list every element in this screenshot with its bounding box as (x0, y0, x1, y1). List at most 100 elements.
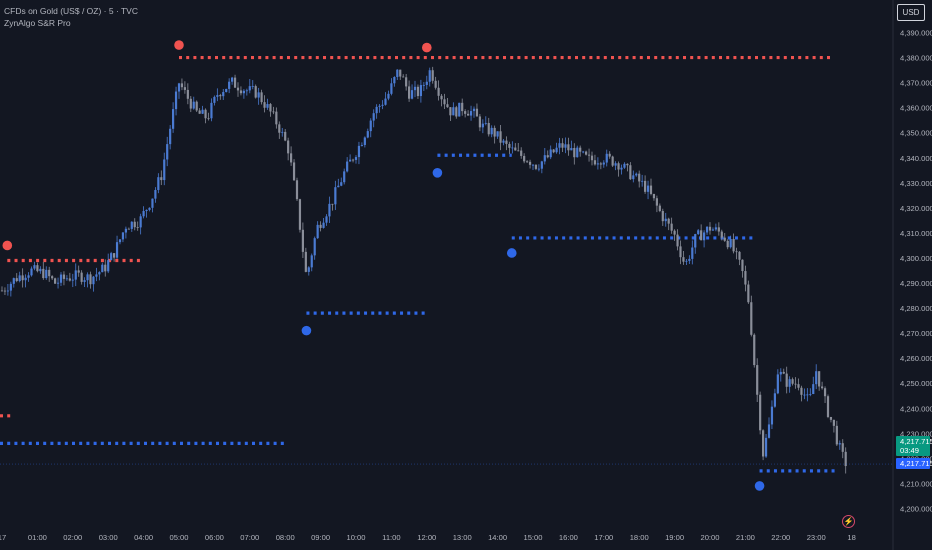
candle-body (467, 113, 470, 116)
candle-body (826, 396, 830, 417)
time-tick-label: 23:00 (807, 533, 826, 542)
candle-body (410, 90, 414, 99)
candle-body (325, 216, 328, 223)
candle-body (502, 140, 505, 143)
candle-body (493, 127, 496, 137)
candle-body (18, 275, 21, 282)
candle-body (478, 116, 481, 128)
candle-body (30, 268, 33, 276)
candle-body (231, 77, 234, 82)
candle-body (263, 102, 266, 108)
price-tick-label: 4,300.000 (900, 254, 932, 263)
candle-body (169, 128, 172, 145)
candle-body (750, 302, 753, 335)
candle-body (413, 86, 417, 91)
candle-body (198, 110, 201, 114)
candle-body (434, 80, 437, 88)
price-tick-label: 4,240.000 (900, 404, 932, 413)
chart-legend: CFDs on Gold (US$ / OZ) · 5 · TVC ZynAlg… (4, 5, 138, 29)
time-tick-label: 06:00 (205, 533, 224, 542)
candle-body (490, 127, 493, 135)
candle-body (204, 109, 207, 119)
candle-body (89, 274, 92, 285)
candle-body (841, 443, 844, 452)
candle-body (649, 185, 653, 194)
lightning-icon[interactable]: ⚡ (842, 515, 855, 528)
candle-body (27, 275, 30, 278)
currency-button[interactable]: USD (897, 4, 925, 21)
candle-body (832, 419, 835, 426)
price-tick-label: 4,330.000 (900, 179, 932, 188)
indicator-price-label: 4,217.715 (900, 459, 932, 468)
candle-body (154, 189, 157, 199)
candle-body (340, 182, 343, 186)
candle-body (113, 253, 116, 258)
candle-body (729, 238, 732, 248)
candle-body (573, 148, 576, 158)
support-marker-dot (432, 168, 443, 178)
candle-body (514, 147, 517, 151)
price-tick-label: 4,290.000 (900, 279, 932, 288)
price-tick-label: 4,370.000 (900, 79, 932, 88)
time-tick-label: 10:00 (346, 533, 365, 542)
candle-body (590, 155, 594, 161)
candle-body (443, 99, 446, 105)
candle-body (705, 226, 709, 233)
candle-body (195, 101, 198, 111)
candle-body (726, 240, 729, 248)
candle-body (635, 173, 638, 176)
candle-body (673, 230, 676, 235)
candle-body (210, 102, 213, 119)
time-tick-label: 20:00 (700, 533, 719, 542)
candle-body (313, 238, 316, 256)
indicator-title[interactable]: ZynAlgo S&R Pro (4, 18, 71, 28)
time-tick-label: 13:00 (453, 533, 472, 542)
candle-body (133, 221, 136, 228)
candle-body (118, 239, 122, 243)
time-tick-label: 17 (0, 533, 6, 542)
candle-body (130, 221, 133, 229)
candle-body (419, 85, 422, 97)
time-tick-label: 12:00 (417, 533, 436, 542)
price-tick-label: 4,280.000 (900, 304, 932, 313)
candle-body (499, 131, 502, 143)
candle-body (74, 270, 77, 280)
price-tick-label: 4,200.000 (900, 504, 932, 513)
candle-body (632, 175, 635, 180)
candle-body (328, 203, 331, 217)
candle-body (357, 145, 361, 158)
candle-body (56, 282, 60, 284)
candle-body (655, 198, 658, 206)
candle-body (531, 164, 535, 166)
candle-body (714, 227, 717, 230)
candle-body (670, 223, 673, 231)
candle-body (720, 231, 723, 238)
price-tick-label: 4,260.000 (900, 354, 932, 363)
candle-body (717, 227, 720, 232)
candle-body (797, 384, 800, 388)
candle-body (189, 98, 192, 109)
candle-body (641, 180, 644, 182)
candle-body (68, 278, 71, 281)
candle-body (51, 276, 54, 279)
candle-body (292, 162, 296, 181)
candle-body (416, 86, 420, 97)
candle-body (697, 230, 700, 235)
symbol-title[interactable]: CFDs on Gold (US$ / OZ) · 5 · TVC (4, 6, 138, 16)
candle-body (526, 161, 529, 163)
candle-body (98, 272, 101, 275)
candle-body (821, 386, 824, 389)
price-tick-label: 4,230.000 (900, 429, 932, 438)
candle-body (142, 211, 145, 217)
candle-body (599, 163, 602, 165)
candle-body (741, 259, 744, 272)
candle-body (440, 95, 443, 100)
candle-body (21, 275, 24, 281)
candle-body (458, 102, 461, 117)
candle-body (405, 77, 408, 87)
candle-body (48, 269, 51, 277)
candle-body (219, 95, 222, 97)
candle-body (83, 280, 86, 282)
candle-body (59, 274, 63, 283)
